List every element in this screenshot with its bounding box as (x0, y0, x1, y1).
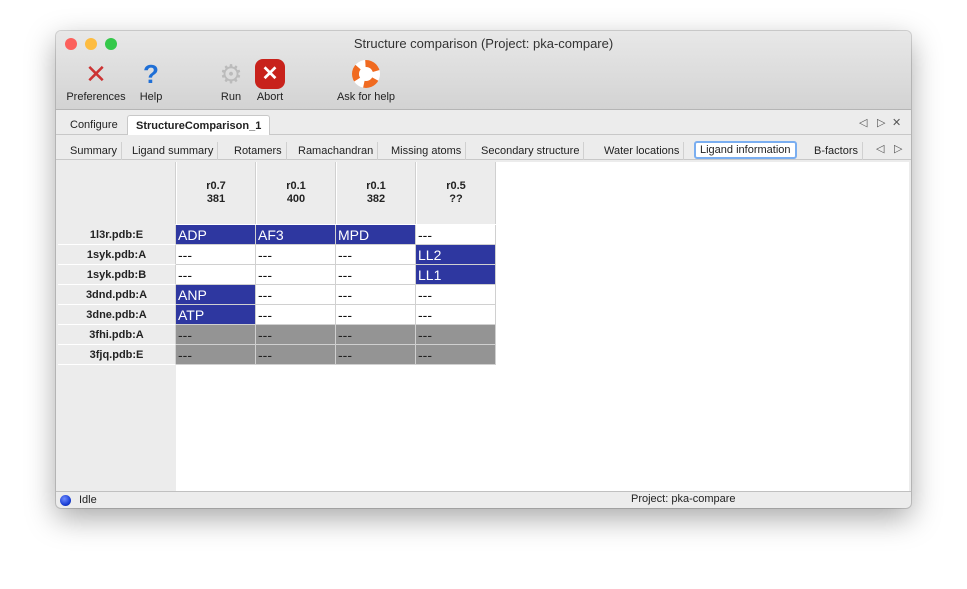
abort-label: Abort (256, 91, 284, 103)
column-header-area (58, 162, 496, 224)
run-label: Run (220, 91, 242, 103)
table-cell[interactable]: ATP (176, 305, 256, 325)
table-cell[interactable]: --- (416, 285, 496, 305)
table-cell[interactable]: --- (256, 345, 336, 365)
app-window: Structure comparison (Project: pka-compa… (56, 31, 911, 508)
tab-structure-comparison[interactable]: StructureComparison_1 (127, 115, 271, 135)
tab-scroll-left-icon[interactable]: ◁ (859, 117, 868, 129)
row-header[interactable]: 3fhi.pdb:A (58, 325, 176, 345)
title-bar: Structure comparison (Project: pka-compa… (56, 31, 911, 110)
table-cell[interactable]: --- (336, 345, 416, 365)
row-header[interactable]: 3dnd.pdb:A (58, 285, 176, 305)
close-window-button[interactable] (65, 38, 77, 50)
table-cell[interactable]: LL1 (416, 265, 496, 285)
column-header-line2: ?? (449, 193, 463, 205)
ask-for-help-button[interactable]: Ask for help (332, 57, 400, 103)
preferences-label: Preferences (66, 91, 126, 103)
close-tab-icon[interactable]: ✕ (892, 117, 902, 129)
row-header[interactable]: 1l3r.pdb:E (58, 225, 176, 245)
subtab-bar: Summary Ligand summary Rotamers Ramachan… (56, 138, 911, 160)
subtab-ligand-summary[interactable]: Ligand summary (128, 142, 219, 160)
table-cell[interactable]: --- (416, 345, 496, 365)
column-header[interactable]: r0.5?? (416, 162, 496, 224)
abort-button[interactable]: ✕ Abort (252, 57, 288, 103)
abort-icon: ✕ (252, 57, 288, 91)
wrench-screwdriver-icon: ✕ (85, 58, 107, 89)
question-icon: ? (143, 58, 159, 89)
subtab-b-factors[interactable]: B-factors (810, 142, 864, 160)
row-header[interactable]: 3fjq.pdb:E (58, 345, 176, 365)
table-cell[interactable]: --- (256, 305, 336, 325)
ligand-information-table: r0.7 381 r0.1 400 r0.1 382 r0.5?? 1l3r.pdb:E ADP… (58, 162, 909, 491)
ask-for-help-label: Ask for help (336, 91, 396, 103)
status-bar: Idle Project: pka-compare (56, 491, 911, 508)
subtab-ligand-information[interactable]: Ligand information (694, 141, 797, 159)
table-cell[interactable]: --- (416, 325, 496, 345)
table-cell[interactable]: --- (336, 305, 416, 325)
window-title: Structure comparison (Project: pka-compa… (353, 36, 614, 51)
subtab-water-locations[interactable]: Water locations (600, 142, 685, 160)
table-cell[interactable]: --- (336, 265, 416, 285)
tab-configure[interactable]: Configure (70, 119, 118, 131)
table-cell[interactable]: --- (336, 245, 416, 265)
table-cell[interactable]: LL2 (416, 245, 496, 265)
tab-scroll-right-icon[interactable]: ▷ (877, 117, 886, 129)
row-header[interactable]: 1syk.pdb:B (58, 265, 176, 285)
subtab-ramachandran[interactable]: Ramachandran (294, 142, 379, 160)
preferences-button[interactable]: ✕ Preferences (62, 57, 130, 104)
column-header-line1: r0.7 (206, 180, 226, 192)
table-cell[interactable]: --- (416, 305, 496, 325)
table-cell[interactable]: ADP (176, 225, 256, 245)
subtab-scroll-right-icon[interactable]: ▷ (894, 143, 903, 155)
column-header-line1: r0.1 (366, 180, 386, 192)
column-header-line1: r0.1 (286, 180, 306, 192)
table-corner (58, 162, 176, 224)
table-cell[interactable]: --- (176, 345, 256, 365)
column-header[interactable]: r0.1 382 (336, 162, 416, 224)
minimize-window-button[interactable] (85, 38, 97, 50)
status-indicator-icon (60, 495, 71, 506)
table-cell[interactable]: --- (336, 285, 416, 305)
table-cell[interactable]: --- (176, 265, 256, 285)
table-cell[interactable]: ANP (176, 285, 256, 305)
column-header[interactable]: r0.7 381 (176, 162, 256, 224)
status-text: Idle (79, 494, 97, 506)
table-cell[interactable]: --- (256, 325, 336, 345)
table-cell[interactable]: --- (256, 285, 336, 305)
table-cell[interactable]: --- (336, 325, 416, 345)
help-label: Help (139, 91, 163, 103)
row-header[interactable]: 3dne.pdb:A (58, 305, 176, 325)
project-label: Project: pka-compare (631, 493, 736, 505)
lifebuoy-icon (332, 57, 400, 91)
column-header-line2: 400 (286, 193, 306, 205)
table-cell[interactable]: MPD (336, 225, 416, 245)
run-button[interactable]: ⚙ Run (214, 57, 248, 104)
tab-bar: Configure StructureComparison_1 ◁ ▷ ✕ (56, 113, 911, 135)
row-header[interactable]: 1syk.pdb:A (58, 245, 176, 265)
column-header-line2: 382 (366, 193, 386, 205)
zoom-window-button[interactable] (105, 38, 117, 50)
subtab-missing-atoms[interactable]: Missing atoms (387, 142, 467, 160)
help-button[interactable]: ? Help (134, 57, 168, 104)
subtab-summary[interactable]: Summary (66, 142, 123, 160)
table-cell[interactable]: --- (256, 245, 336, 265)
subtab-rotamers[interactable]: Rotamers (230, 142, 287, 160)
subtab-secondary-structure[interactable]: Secondary structure (477, 142, 585, 160)
subtab-scroll-left-icon[interactable]: ◁ (876, 143, 885, 155)
table-cell[interactable]: --- (416, 225, 496, 245)
column-header[interactable]: r0.1 400 (256, 162, 336, 224)
column-header-line2: 381 (206, 193, 226, 205)
column-header-line1: r0.5 (446, 180, 466, 192)
table-cell[interactable]: --- (176, 325, 256, 345)
table-cell[interactable]: --- (176, 245, 256, 265)
table-cell[interactable]: AF3 (256, 225, 336, 245)
gear-icon: ⚙ (219, 58, 243, 89)
table-cell[interactable]: --- (256, 265, 336, 285)
